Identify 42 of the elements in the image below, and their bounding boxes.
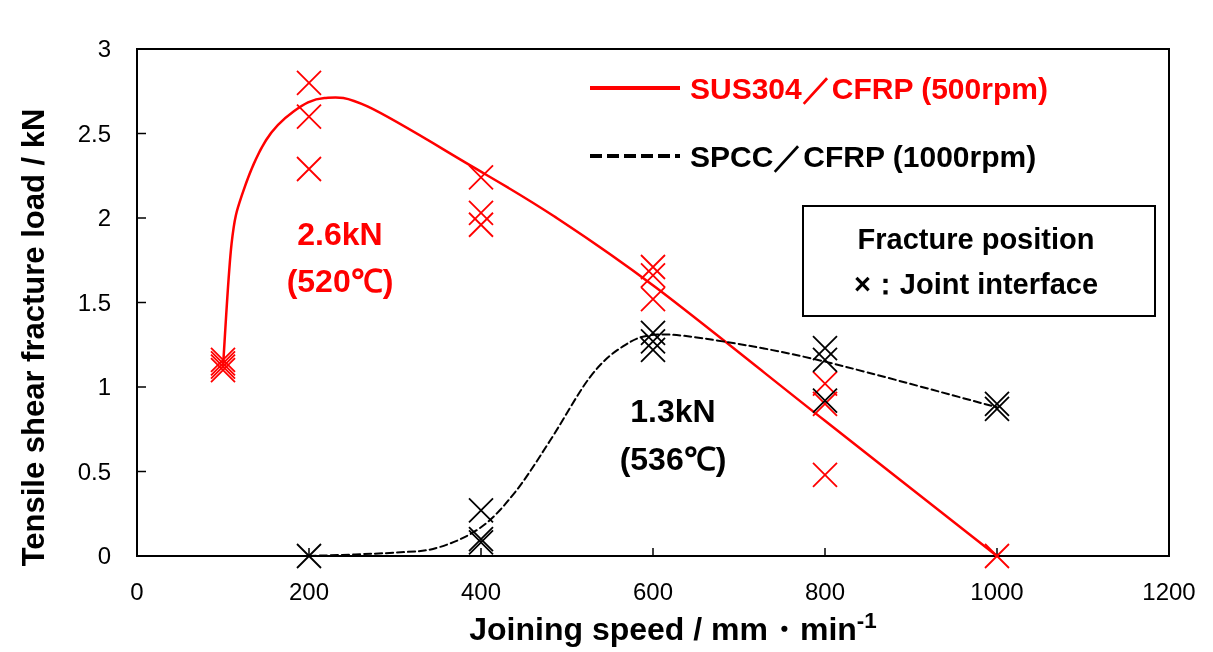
annotation: (536℃) (619, 441, 727, 477)
point (296, 69, 322, 96)
point (296, 103, 322, 130)
point (468, 497, 494, 524)
point (640, 320, 666, 346)
annotation: 2.6kN (297, 216, 383, 252)
point (640, 328, 666, 355)
x-axis-title: Joining speed / mm・min$^{-1}$ (469, 607, 877, 647)
annotation: Fracture position (857, 223, 1095, 255)
x-tick-label: 800 (804, 578, 846, 605)
point (640, 286, 666, 313)
point (640, 254, 666, 280)
x-tick-label: 400 (460, 578, 502, 605)
y-tick-label: 0.5 (77, 457, 111, 485)
point (468, 200, 494, 226)
legend-label: SPCC／CFRP (1000rpm) (690, 140, 1037, 173)
point (468, 164, 494, 191)
point (640, 336, 666, 363)
y-tick-label: 1 (97, 373, 111, 400)
x-tick-label: 1000 (970, 578, 1024, 605)
annotation: ×：Joint interface (853, 268, 1099, 300)
point (296, 156, 322, 182)
point (812, 335, 838, 362)
y-tick-label: 2.5 (77, 119, 111, 147)
y-tick-label: 0 (97, 542, 111, 569)
point (468, 211, 494, 238)
annotation: (520℃) (286, 263, 394, 299)
y-axis-title: Tensile shear fracture load / kN (16, 108, 51, 567)
y-tick-label: 3 (97, 35, 111, 62)
x-tick-label: 200 (288, 578, 330, 605)
x-tick-label: 1200 (1142, 578, 1196, 605)
y-tick-label: 1.5 (77, 288, 111, 316)
point (812, 461, 838, 488)
y-tick-label: 2 (97, 204, 111, 231)
point (812, 370, 838, 397)
point (640, 262, 666, 289)
x-tick-label: 600 (632, 578, 674, 605)
annotation: 1.3kN (630, 393, 716, 429)
x-tick-label: 0 (130, 578, 144, 605)
legend-label: SUS304／CFRP (500rpm) (690, 72, 1048, 105)
note-box: Fracture position ×：Joint interface (802, 205, 1156, 317)
point (984, 391, 1010, 417)
